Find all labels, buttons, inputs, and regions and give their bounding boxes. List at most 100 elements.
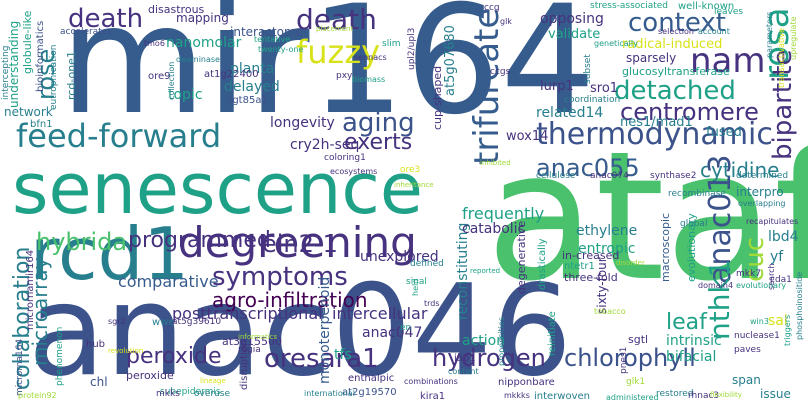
word-sro1: sro1 — [590, 81, 619, 96]
word-mkks: mkks — [156, 389, 180, 399]
word-reconstituting: reconstituting — [455, 222, 471, 320]
word-tentative: tentative — [254, 35, 291, 44]
word-intrinsic: intrinsic — [666, 333, 722, 349]
word-recapitulates: recapitulates — [746, 217, 799, 226]
word-triggers: triggers — [783, 314, 792, 346]
word-peroxide-small: peroxide — [126, 369, 174, 382]
word-hybrida: hybrida — [36, 228, 128, 256]
word-detached: detached — [614, 76, 736, 106]
word-content: content — [448, 367, 479, 376]
word-phenomenon: phenomenon — [55, 326, 65, 386]
word-restored: restored — [656, 389, 694, 399]
word-sal: sal — [768, 313, 788, 329]
word-tfs: tfs — [334, 347, 352, 363]
word-longevity: longevity — [270, 115, 335, 131]
word-peroxide: peroxide — [126, 344, 222, 369]
word-network: network — [4, 105, 53, 119]
word-unexplored: unexplored — [360, 249, 439, 265]
word-selection: selection — [658, 27, 694, 36]
word-sinal: sinal — [406, 277, 427, 287]
word-related14: related14 — [536, 105, 604, 121]
word-thermodynamic: thermodynamic — [536, 117, 773, 152]
word-ugt85a1: ugt85a1 — [226, 95, 268, 106]
word-sixty-four: sixty-four — [595, 257, 609, 314]
word-cda1: cda1 — [770, 275, 792, 285]
word-ore9: ore9 — [148, 71, 171, 82]
word-opposing: opposing — [540, 11, 604, 27]
word-leaves: leaves — [714, 7, 744, 17]
word-informatics: informatics — [238, 333, 278, 341]
word-nanomolar: nanomolar — [166, 35, 242, 51]
word-tmo6: tmo6 — [144, 39, 165, 48]
word-macroscopic: macroscopic — [659, 212, 672, 282]
word-regia: regia — [238, 345, 261, 355]
word-ore3: ore3 — [400, 165, 421, 175]
word-determined: determined — [736, 171, 789, 181]
word-fuzzy: fuzzy — [296, 33, 381, 71]
word-mkkks: mkkks — [504, 391, 530, 400]
word-death-1: death — [68, 4, 144, 34]
word-intercepting: intercepting — [1, 45, 11, 100]
word-subset: subset — [583, 54, 593, 84]
word-bfn1: bfn1 — [30, 119, 53, 130]
word-death-2: death — [296, 3, 377, 36]
word-pxy: pxy — [336, 71, 353, 81]
word-anac046: anac046 — [28, 257, 573, 404]
word-glk1: glk1 — [626, 377, 646, 387]
word-hub: hub — [86, 339, 106, 350]
word-drastically: drastically — [537, 238, 548, 290]
word-placement: placement — [316, 25, 354, 33]
word-evolutionary-small: evolutionary — [736, 281, 787, 290]
word-context: context — [628, 8, 726, 38]
word-degreening: degreening — [178, 218, 417, 267]
word-upl2-upl3: upl2/upl3 — [407, 27, 417, 70]
word-lineage: lineage — [200, 377, 226, 385]
word-lbd4: lbd4 — [768, 229, 799, 245]
word-oresara1: oresara1 — [264, 344, 379, 374]
word-yf: yf — [770, 249, 784, 265]
word-wwe: wwe — [152, 317, 175, 328]
word-nipponbare: nipponbare — [498, 377, 555, 388]
word-anac047: anac047 — [362, 325, 423, 341]
word-at5g07680: at5g07680 — [443, 25, 458, 96]
word-agro-infiltration: agro-infiltration — [212, 288, 368, 312]
word-microrna164: microrna164 — [15, 338, 25, 396]
word-upregulate: upregulate — [789, 16, 798, 60]
word-interpro: interpro — [736, 185, 784, 199]
word-protein92: protein92 — [18, 391, 57, 400]
word-reinitiate: reinitiate — [547, 311, 558, 356]
word-revolution: revolution — [108, 347, 144, 355]
word-deaminase: deaminase — [176, 55, 220, 64]
word-twenty-one: twenty-one — [258, 45, 304, 54]
word-exerts: exerts — [344, 130, 413, 155]
word-reported: reported — [470, 267, 501, 275]
word-nuclease1: nuclease1 — [734, 331, 780, 341]
word-disruption: disruption — [239, 339, 250, 390]
word-recombinase: recombinase — [668, 189, 726, 199]
word-pnes1: pnes1 — [619, 346, 629, 374]
word-wox14: wox14 — [506, 129, 549, 144]
word-sparsely: sparsely — [626, 51, 677, 65]
word-anac074: anac074 — [590, 171, 629, 181]
word-delayed: delayed — [224, 79, 280, 95]
word-three-fold: three-fold — [564, 271, 618, 284]
word-feed-forward: feed-forward — [16, 117, 222, 155]
word-kira1: kira1 — [420, 391, 446, 402]
word-stress-associated: stress-associated — [590, 1, 669, 11]
word-sgr2: sgr2 — [108, 317, 126, 326]
word-fused: fused — [706, 125, 742, 140]
word-disastrous: disastrous — [148, 3, 205, 16]
word-genetically: genetically — [594, 39, 638, 48]
word-domain4: domain4 — [698, 281, 734, 290]
word-ccgs: ccgs — [490, 67, 511, 77]
word-centromere: centromere — [620, 98, 759, 126]
word-posttranscriptional: posttranscriptional — [172, 304, 323, 323]
word-globule-like: globule-like — [21, 10, 34, 74]
word-held: held — [411, 278, 420, 296]
word-aging: aging — [342, 108, 415, 138]
word-senescence: senescence — [12, 148, 423, 230]
word-flexibility: flexibility — [710, 391, 742, 399]
word-monoterpenoid: monoterpenoid — [317, 276, 333, 384]
word-coordination: coordination — [564, 95, 621, 105]
